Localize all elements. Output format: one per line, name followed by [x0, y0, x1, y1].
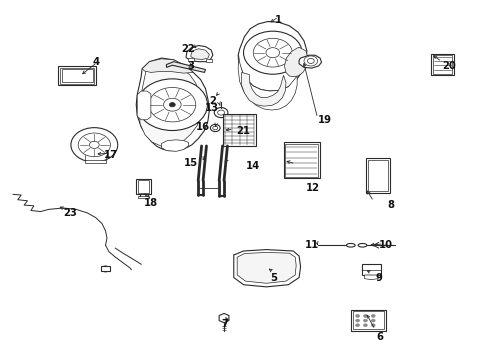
Circle shape	[137, 79, 207, 131]
Circle shape	[265, 48, 279, 58]
Circle shape	[304, 56, 317, 66]
Text: 19: 19	[317, 115, 331, 125]
Circle shape	[217, 110, 224, 115]
Bar	[350, 310, 385, 330]
Bar	[283, 142, 320, 178]
Bar	[285, 144, 318, 177]
Circle shape	[370, 319, 374, 322]
Polygon shape	[233, 249, 300, 287]
Circle shape	[363, 319, 366, 322]
Bar	[60, 68, 94, 84]
Circle shape	[243, 31, 302, 74]
Text: 10: 10	[378, 239, 392, 249]
Polygon shape	[238, 22, 306, 91]
Ellipse shape	[346, 243, 354, 247]
Polygon shape	[284, 47, 307, 77]
Polygon shape	[137, 91, 151, 120]
Text: 11: 11	[304, 239, 318, 249]
Bar	[367, 159, 387, 192]
Text: 20: 20	[442, 61, 455, 71]
Polygon shape	[299, 55, 321, 68]
Circle shape	[210, 125, 220, 132]
Circle shape	[214, 108, 227, 118]
Bar	[138, 196, 149, 198]
Circle shape	[370, 315, 374, 318]
Bar	[187, 58, 193, 61]
Text: 3: 3	[187, 61, 194, 71]
Text: 17: 17	[103, 150, 117, 160]
Text: 5: 5	[270, 273, 277, 283]
Polygon shape	[219, 314, 228, 323]
Text: 23: 23	[63, 208, 77, 218]
Polygon shape	[241, 72, 285, 106]
Polygon shape	[190, 49, 209, 59]
Circle shape	[355, 319, 359, 322]
Bar	[101, 266, 110, 271]
Bar	[206, 59, 212, 62]
Bar	[136, 179, 151, 194]
Circle shape	[89, 141, 99, 148]
Text: 14: 14	[245, 161, 260, 171]
Text: 15: 15	[183, 158, 198, 168]
Polygon shape	[238, 55, 297, 110]
Circle shape	[363, 315, 366, 318]
Text: 21: 21	[236, 126, 250, 135]
Circle shape	[363, 324, 366, 327]
Text: 18: 18	[143, 198, 158, 208]
Circle shape	[307, 58, 314, 63]
Text: 2: 2	[209, 96, 216, 106]
Text: 16: 16	[196, 122, 210, 132]
Circle shape	[71, 128, 118, 162]
Text: 4: 4	[92, 57, 99, 67]
Text: 22: 22	[181, 44, 195, 54]
Polygon shape	[237, 252, 296, 283]
Polygon shape	[139, 62, 201, 146]
Polygon shape	[84, 160, 105, 163]
Circle shape	[370, 324, 374, 327]
Bar	[361, 264, 380, 275]
Bar	[222, 114, 255, 146]
Bar	[352, 311, 383, 329]
Text: 1: 1	[275, 15, 282, 26]
Bar	[366, 158, 389, 193]
Polygon shape	[161, 140, 188, 151]
Bar	[61, 69, 93, 82]
Bar	[58, 66, 96, 85]
Text: 12: 12	[305, 183, 319, 193]
Bar	[138, 180, 149, 193]
Polygon shape	[166, 62, 205, 72]
Text: 7: 7	[221, 319, 228, 329]
Circle shape	[355, 324, 359, 327]
Circle shape	[78, 133, 110, 157]
Polygon shape	[185, 45, 212, 62]
Bar	[432, 55, 451, 74]
Text: 8: 8	[386, 200, 393, 210]
Text: 9: 9	[374, 273, 381, 283]
Circle shape	[212, 126, 217, 130]
Circle shape	[149, 87, 195, 122]
Circle shape	[355, 315, 359, 318]
Text: 13: 13	[204, 103, 218, 113]
Ellipse shape	[357, 243, 366, 247]
Circle shape	[102, 266, 109, 272]
Circle shape	[169, 103, 175, 107]
Polygon shape	[136, 58, 209, 150]
Text: 6: 6	[376, 332, 383, 342]
Polygon shape	[142, 59, 193, 73]
Bar	[430, 54, 453, 75]
Circle shape	[253, 39, 292, 67]
Polygon shape	[364, 275, 377, 280]
Circle shape	[163, 98, 181, 111]
